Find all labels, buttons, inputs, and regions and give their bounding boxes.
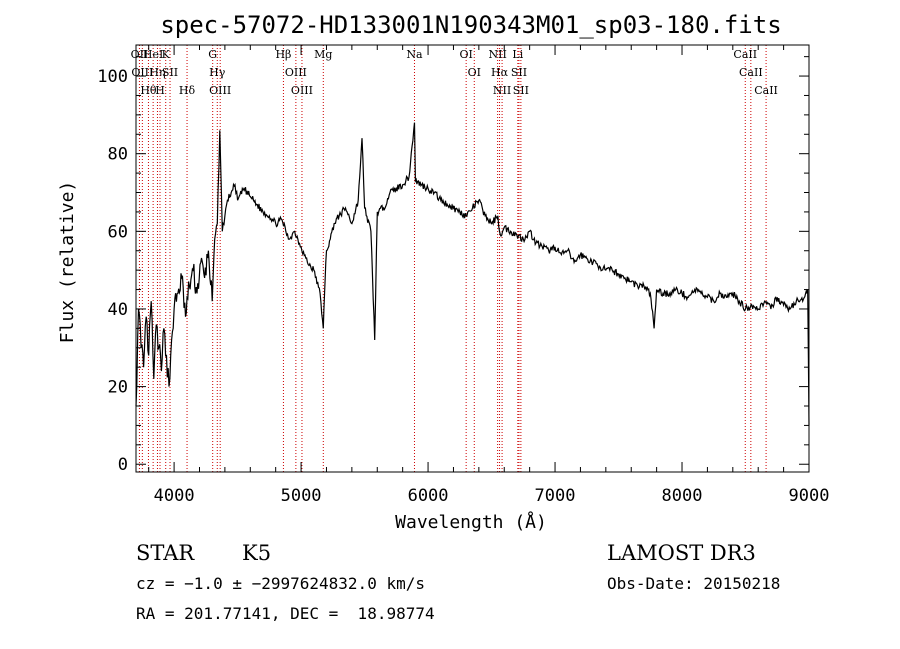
line-marker-label: Hα <box>491 66 509 79</box>
obs-date: Obs-Date: 20150218 <box>607 574 780 593</box>
coordinates-text: RA = 201.77141, DEC = 18.98774 <box>136 604 435 623</box>
line-marker-label: CaII <box>739 66 763 79</box>
redshift-text: cz = −1.0 ± −2997624832.0 km/s <box>136 574 425 593</box>
line-marker-label: Hβ <box>275 48 291 61</box>
object-subclass: K5 <box>242 541 271 565</box>
line-marker-label: Na <box>406 48 423 61</box>
y-tick-label: 100 <box>97 67 128 87</box>
line-marker-label: CaII <box>754 84 778 97</box>
line-marker-label: K <box>162 48 171 61</box>
y-tick-label: 80 <box>108 145 128 165</box>
line-marker-label: OIII <box>285 66 307 79</box>
line-marker-label: NII <box>493 84 511 97</box>
x-tick-label: 4000 <box>154 486 195 506</box>
y-tick-label: 0 <box>118 455 128 475</box>
line-marker-label: Mg <box>314 48 332 61</box>
x-axis: 4000 5000 6000 7000 8000 9000 <box>148 45 830 506</box>
line-marker-label: SII <box>162 66 178 79</box>
line-marker-label: OI <box>468 66 481 79</box>
line-marker-label: OIII <box>291 84 313 97</box>
line-marker-label: Hθ <box>140 84 157 97</box>
y-tick-label: 60 <box>108 222 128 242</box>
line-marker-label: OII <box>131 48 149 61</box>
line-marker-label: G <box>208 48 217 61</box>
object-class: STAR <box>136 541 195 565</box>
plot-frame <box>135 44 810 473</box>
line-marker-label: OIII <box>209 84 231 97</box>
survey-name: LAMOST DR3 <box>607 541 756 565</box>
spectrum-series-line <box>135 122 810 426</box>
line-marker-label: SII <box>511 66 527 79</box>
line-marker-label: HeI <box>143 48 163 61</box>
line-marker-label: SII <box>513 84 529 97</box>
y-axis-label: Flux (relative) <box>57 181 78 344</box>
line-marker-label: CaII <box>733 48 757 61</box>
line-marker-label: Li <box>512 48 523 61</box>
line-marker-lines <box>138 45 767 472</box>
line-marker-label: OI <box>459 48 472 61</box>
x-axis-label: Wavelength (Å) <box>395 511 547 533</box>
line-marker-label: NII <box>488 48 506 61</box>
x-tick-label: 6000 <box>408 486 449 506</box>
line-marker-label: Hγ <box>209 66 226 79</box>
y-tick-label: 40 <box>108 300 128 320</box>
x-tick-label: 7000 <box>535 486 576 506</box>
line-marker-labels: OIIOIIIHθHeIHηHKSIIHδGHγOIIIHβOIIIOIIIMg… <box>131 48 778 97</box>
chart-title: spec-57072-HD133001N190343M01_sp03-180.f… <box>160 11 781 39</box>
y-tick-label: 20 <box>108 378 128 398</box>
x-tick-label: 8000 <box>662 486 703 506</box>
y-axis: 0 20 40 60 80 100 <box>97 56 809 475</box>
line-marker-label: Hη <box>149 66 165 79</box>
line-marker-label: H <box>155 84 165 97</box>
x-tick-label: 9000 <box>789 486 830 506</box>
x-tick-label: 5000 <box>281 486 322 506</box>
line-marker-label: Hδ <box>179 84 196 97</box>
